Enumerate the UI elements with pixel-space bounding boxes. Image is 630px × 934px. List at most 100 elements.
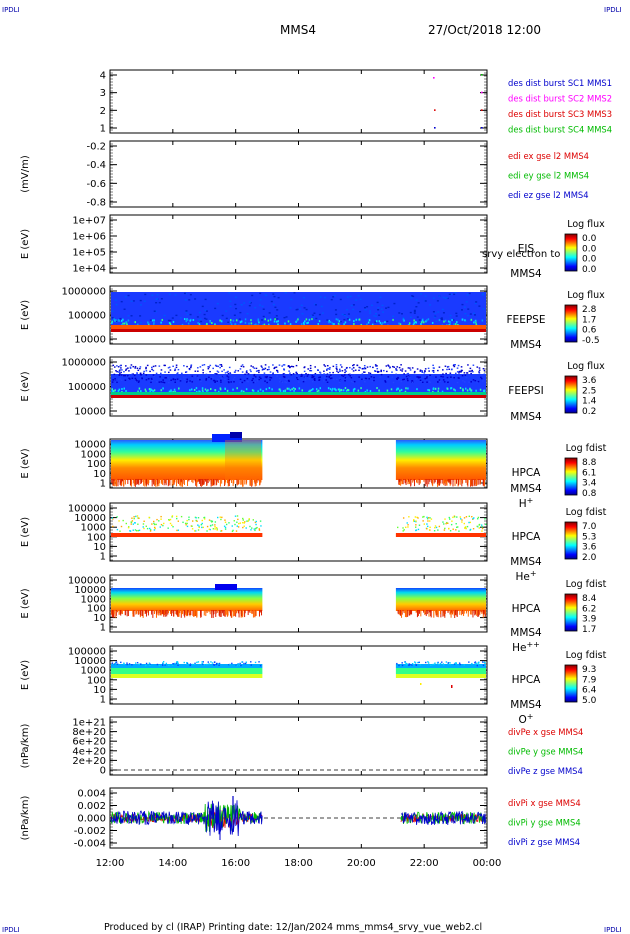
spectrogram-pixel: [347, 388, 349, 391]
spectrogram-pixel: [435, 610, 437, 613]
time-tick-label: 22:00: [410, 858, 439, 869]
spectrogram-pixel: [118, 388, 121, 391]
spectrogram-pixel: [113, 610, 115, 614]
spectrogram-pixel: [151, 366, 153, 369]
y-tick-label: 1: [100, 695, 106, 706]
spectrogram-pixel: [309, 364, 312, 367]
y-tick-label: 2: [100, 106, 106, 117]
spectrogram-pixel: [245, 527, 247, 529]
legend-entry: divPe x gse MMS4: [508, 727, 583, 737]
spectrogram-pixel: [135, 378, 138, 381]
spectrogram-pixel: [342, 389, 345, 392]
spectrogram-pixel: [439, 610, 441, 615]
spectrogram-pixel: [442, 312, 445, 314]
spectrogram-pixel: [312, 375, 315, 378]
spectrogram-pixel: [260, 610, 262, 613]
spectrogram-pixel: [417, 302, 420, 304]
spectrogram-pixel: [309, 389, 311, 392]
spectrogram-pixel: [380, 370, 382, 373]
spectrogram-pixel: [258, 479, 260, 482]
spectrogram-pixel: [459, 610, 461, 615]
spectrogram-pixel: [382, 311, 385, 313]
spectrogram-pixel: [151, 389, 153, 392]
spectrogram-pixel: [116, 365, 118, 367]
spectrogram-pixel: [473, 517, 475, 519]
spectrogram-pixel: [436, 662, 439, 664]
spectrogram-pixel: [468, 515, 471, 518]
spectrogram-pixel: [342, 375, 345, 377]
spectrogram-pixel: [361, 378, 363, 380]
spectrogram-pixel: [239, 662, 241, 665]
spectrogram-pixel: [455, 523, 457, 525]
spectrogram-pixel: [255, 610, 257, 616]
spectrogram-pixel: [228, 663, 230, 666]
spectrogram-pixel: [122, 519, 124, 522]
spectrogram-pixel: [433, 530, 436, 532]
spectrogram-pixel: [447, 662, 450, 664]
spectrogram-pixel: [293, 292, 296, 294]
spectrogram-pixel: [339, 379, 341, 381]
spectrogram-pixel: [147, 378, 150, 380]
colorbar-tick-label: 6.4: [582, 686, 597, 696]
spectrogram-pixel: [112, 379, 114, 381]
spectrogram-pixel: [399, 323, 402, 326]
y-tick-label: 0: [100, 766, 106, 777]
spectrogram-pixel: [115, 320, 118, 322]
spectrogram-pixel: [396, 662, 398, 665]
time-tick-label: 20:00: [347, 858, 376, 869]
spectrogram-pixel: [445, 479, 447, 484]
spectrogram-pixel: [459, 387, 462, 390]
spectrogram-pixel: [419, 369, 422, 371]
spectrogram-pixel: [219, 366, 221, 369]
spectrogram-pixel: [450, 479, 452, 485]
spectrogram-pixel: [121, 369, 123, 371]
spectrogram-pixel: [159, 376, 161, 378]
spectrogram-pixel: [158, 365, 161, 367]
spectrogram-pixel: [174, 378, 177, 381]
spectrogram-pixel: [318, 376, 320, 379]
panel-frame: [109, 214, 488, 274]
spectrogram-pixel: [349, 373, 351, 375]
spectrogram-pixel: [456, 610, 458, 617]
spectrogram-pixel: [376, 367, 379, 370]
spectrogram-pixel: [402, 530, 404, 532]
spectrogram-pixel: [421, 318, 424, 321]
spectrogram-pixel: [411, 381, 414, 384]
spectrogram-pixel: [339, 298, 342, 301]
spectrogram-pixel: [282, 373, 285, 375]
spectrogram-pixel: [245, 388, 248, 391]
spectrogram-pixel: [453, 365, 456, 368]
spectrogram-pixel: [449, 663, 451, 666]
spectrogram-pixel: [179, 380, 182, 382]
spectrogram-pixel: [136, 479, 138, 485]
spectrogram-pixel: [197, 319, 200, 321]
spectrogram-pixel: [432, 364, 434, 367]
spectrogram-pixel: [124, 379, 127, 381]
spectrogram-pixel: [424, 295, 427, 297]
spectrogram-pixel: [180, 372, 183, 375]
spectrogram-pixel: [276, 375, 278, 378]
spectrogram-pixel: [385, 365, 388, 367]
spectrogram-pixel: [463, 372, 466, 374]
spectrogram-pixel: [463, 517, 466, 519]
spectrogram-pixel: [185, 376, 187, 379]
spectrogram-pixel: [451, 520, 453, 522]
spectrogram-pixel: [453, 610, 455, 616]
spectrogram-pixel: [315, 317, 318, 320]
spectrogram-pixel: [403, 610, 405, 614]
spectrogram-pixel: [206, 530, 208, 532]
spectrogram-pixel: [392, 318, 394, 321]
legend-entry: des dist burst SC3 MMS3: [508, 109, 612, 119]
spectrogram-pixel: [177, 529, 180, 531]
spectrogram-pixel: [447, 381, 449, 384]
spectrogram-pixel: [244, 321, 247, 324]
spectrogram-pixel: [261, 610, 263, 616]
spectrogram-pixel: [137, 381, 140, 383]
spectrogram-pixel: [142, 526, 144, 528]
spectrogram-pixel: [147, 479, 149, 484]
spectrogram-pixel: [390, 388, 393, 391]
spectrogram-pixel: [332, 371, 334, 374]
spectrogram-pixel: [293, 389, 295, 392]
